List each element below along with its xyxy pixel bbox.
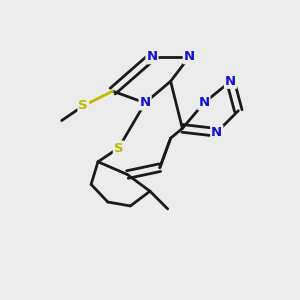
Text: N: N [211,126,222,139]
Text: N: N [198,96,209,110]
Text: N: N [140,96,151,110]
Text: S: S [114,142,123,154]
Text: N: N [146,50,158,63]
Text: S: S [78,99,88,112]
Text: N: N [225,75,236,88]
Text: N: N [184,50,195,63]
